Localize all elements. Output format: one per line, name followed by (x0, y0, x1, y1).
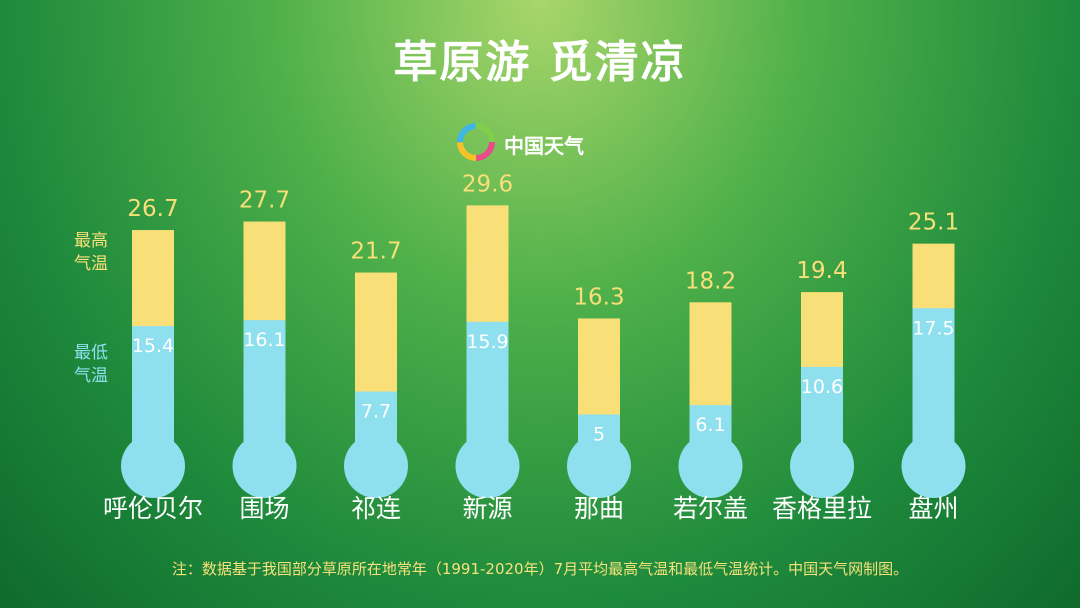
x-tick-label: 新源 (462, 494, 512, 523)
max-label: 27.7 (239, 188, 290, 214)
max-label: 29.6 (462, 171, 513, 197)
bulb (232, 434, 297, 498)
bulb (678, 434, 743, 498)
x-tick-label: 盘州 (908, 494, 958, 523)
bulb (567, 434, 631, 498)
min-label: 15.4 (132, 335, 174, 357)
x-tick-label: 若尔盖 (673, 494, 748, 523)
legend-max: 最高气温 (74, 231, 108, 274)
min-label: 15.9 (466, 331, 508, 353)
min-label: 10.6 (801, 376, 843, 398)
bulb (121, 434, 185, 498)
logo-text: 中国天气 (504, 134, 584, 158)
logo-icon (457, 123, 495, 161)
max-label: 19.4 (796, 258, 847, 284)
bulb (790, 434, 854, 498)
x-tick-label: 祁连 (351, 494, 401, 523)
min-label: 16.1 (243, 329, 285, 351)
min-label: 5 (593, 424, 605, 446)
max-label: 16.3 (573, 284, 624, 310)
min-label: 6.1 (695, 414, 725, 436)
x-tick-label: 呼伦贝尔 (103, 494, 203, 523)
min-label: 17.5 (912, 317, 954, 339)
legend-min: 最低气温 (74, 343, 108, 386)
max-label: 18.2 (685, 268, 736, 294)
x-tick-label: 那曲 (574, 494, 624, 523)
max-label: 21.7 (350, 239, 401, 265)
bulb (901, 434, 966, 498)
footnote: 注：数据基于我国部分草原所在地常年（1991-2020年）7月平均最高气温和最低… (171, 560, 909, 578)
max-label: 26.7 (127, 196, 178, 222)
max-label: 25.1 (908, 210, 959, 236)
x-tick-label: 围场 (239, 494, 289, 523)
chart-title: 草原游 觅清凉 (393, 37, 687, 88)
x-tick-label: 香格里拉 (772, 494, 872, 523)
min-label: 7.7 (361, 401, 391, 423)
bulb (455, 434, 520, 498)
bulb (344, 434, 408, 498)
